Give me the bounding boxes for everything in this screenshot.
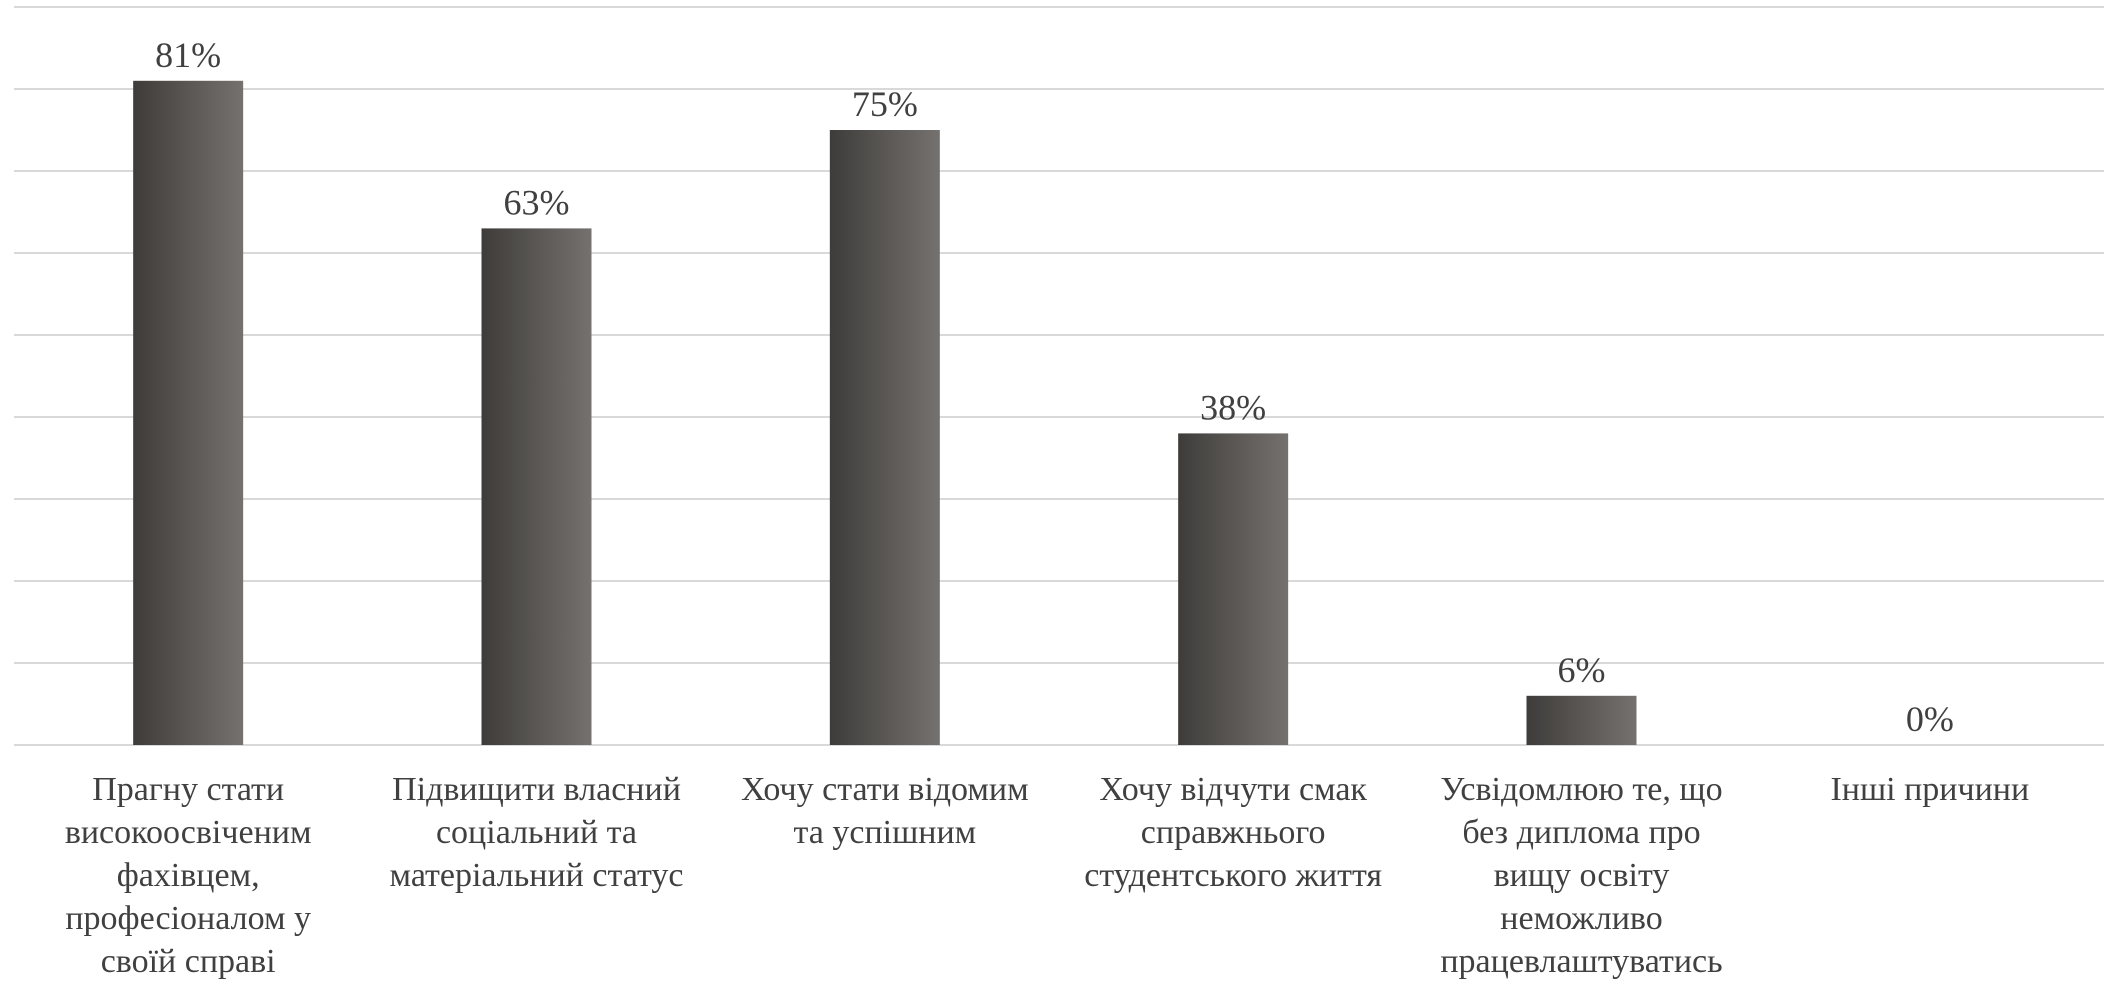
data-label: 63% xyxy=(504,182,570,222)
bars xyxy=(133,80,1637,746)
category-label: Інші причини xyxy=(1830,771,2030,808)
bar xyxy=(1526,695,1637,745)
category-label: Усвідомлюю те, що без диплома про вищу о… xyxy=(1440,771,1723,980)
bar xyxy=(1178,433,1289,745)
data-label: 6% xyxy=(1558,650,1606,690)
data-label: 75% xyxy=(852,84,918,124)
data-label: 38% xyxy=(1200,387,1266,427)
data-labels: 81% 63% 75% 38% 6% 0% xyxy=(155,35,1954,739)
bar xyxy=(829,130,940,745)
category-label: Прагну стати високоосвіченим фахівцем, п… xyxy=(64,771,312,980)
data-label: 0% xyxy=(1906,699,1954,739)
category-label: Хочу відчути смак справжнього студентськ… xyxy=(1084,771,1383,894)
data-label: 81% xyxy=(155,35,221,75)
gridlines xyxy=(14,6,2104,746)
category-label: Підвищити власний соціальний та матеріал… xyxy=(389,771,684,894)
bar xyxy=(481,228,592,745)
bar xyxy=(133,80,244,746)
category-label: Хочу стати відомим та успішним xyxy=(741,771,1029,851)
